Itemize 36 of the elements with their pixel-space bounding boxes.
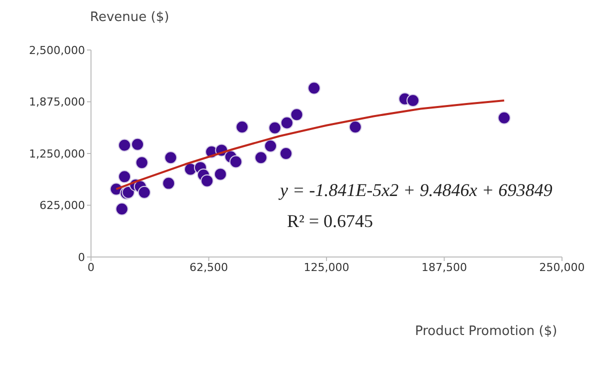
- point: [214, 168, 227, 181]
- point: [280, 116, 294, 130]
- point: [290, 108, 304, 122]
- annotation: y = -1.841E-5x2 + 9.4846x + 693849: [280, 180, 552, 201]
- annotation: R² = 0.6745: [287, 211, 374, 232]
- point: [308, 82, 321, 95]
- point: [279, 147, 292, 160]
- point: [406, 94, 420, 108]
- x-tick-label: 62,500: [190, 260, 228, 274]
- point: [498, 111, 511, 124]
- point: [135, 156, 148, 170]
- y-tick-label: 1,250,000: [29, 147, 85, 160]
- point: [229, 155, 242, 168]
- y-tick-label: 0: [78, 250, 85, 264]
- x-tick-label: 187,500: [422, 260, 467, 274]
- point: [200, 174, 214, 188]
- point: [164, 151, 178, 164]
- x-tick-label: 250,000: [539, 260, 585, 274]
- point: [118, 170, 132, 184]
- point: [348, 120, 362, 134]
- point: [118, 138, 132, 152]
- point: [138, 186, 151, 199]
- point: [115, 202, 128, 216]
- point: [268, 121, 282, 134]
- point: [236, 120, 249, 134]
- y-tick-label: 2,500,000: [29, 44, 85, 57]
- point: [162, 176, 176, 190]
- y-tick-label: 625,000: [40, 199, 85, 212]
- point: [254, 151, 268, 164]
- x-axis-title: Product Promotion ($): [415, 324, 558, 339]
- point: [131, 138, 144, 151]
- y-axis-title: Revenue ($): [90, 10, 170, 25]
- x-tick-label: 0: [88, 260, 94, 274]
- point: [264, 140, 278, 153]
- x-tick-label: 125,000: [304, 260, 350, 274]
- y-tick-label: 1,875,000: [29, 96, 85, 109]
